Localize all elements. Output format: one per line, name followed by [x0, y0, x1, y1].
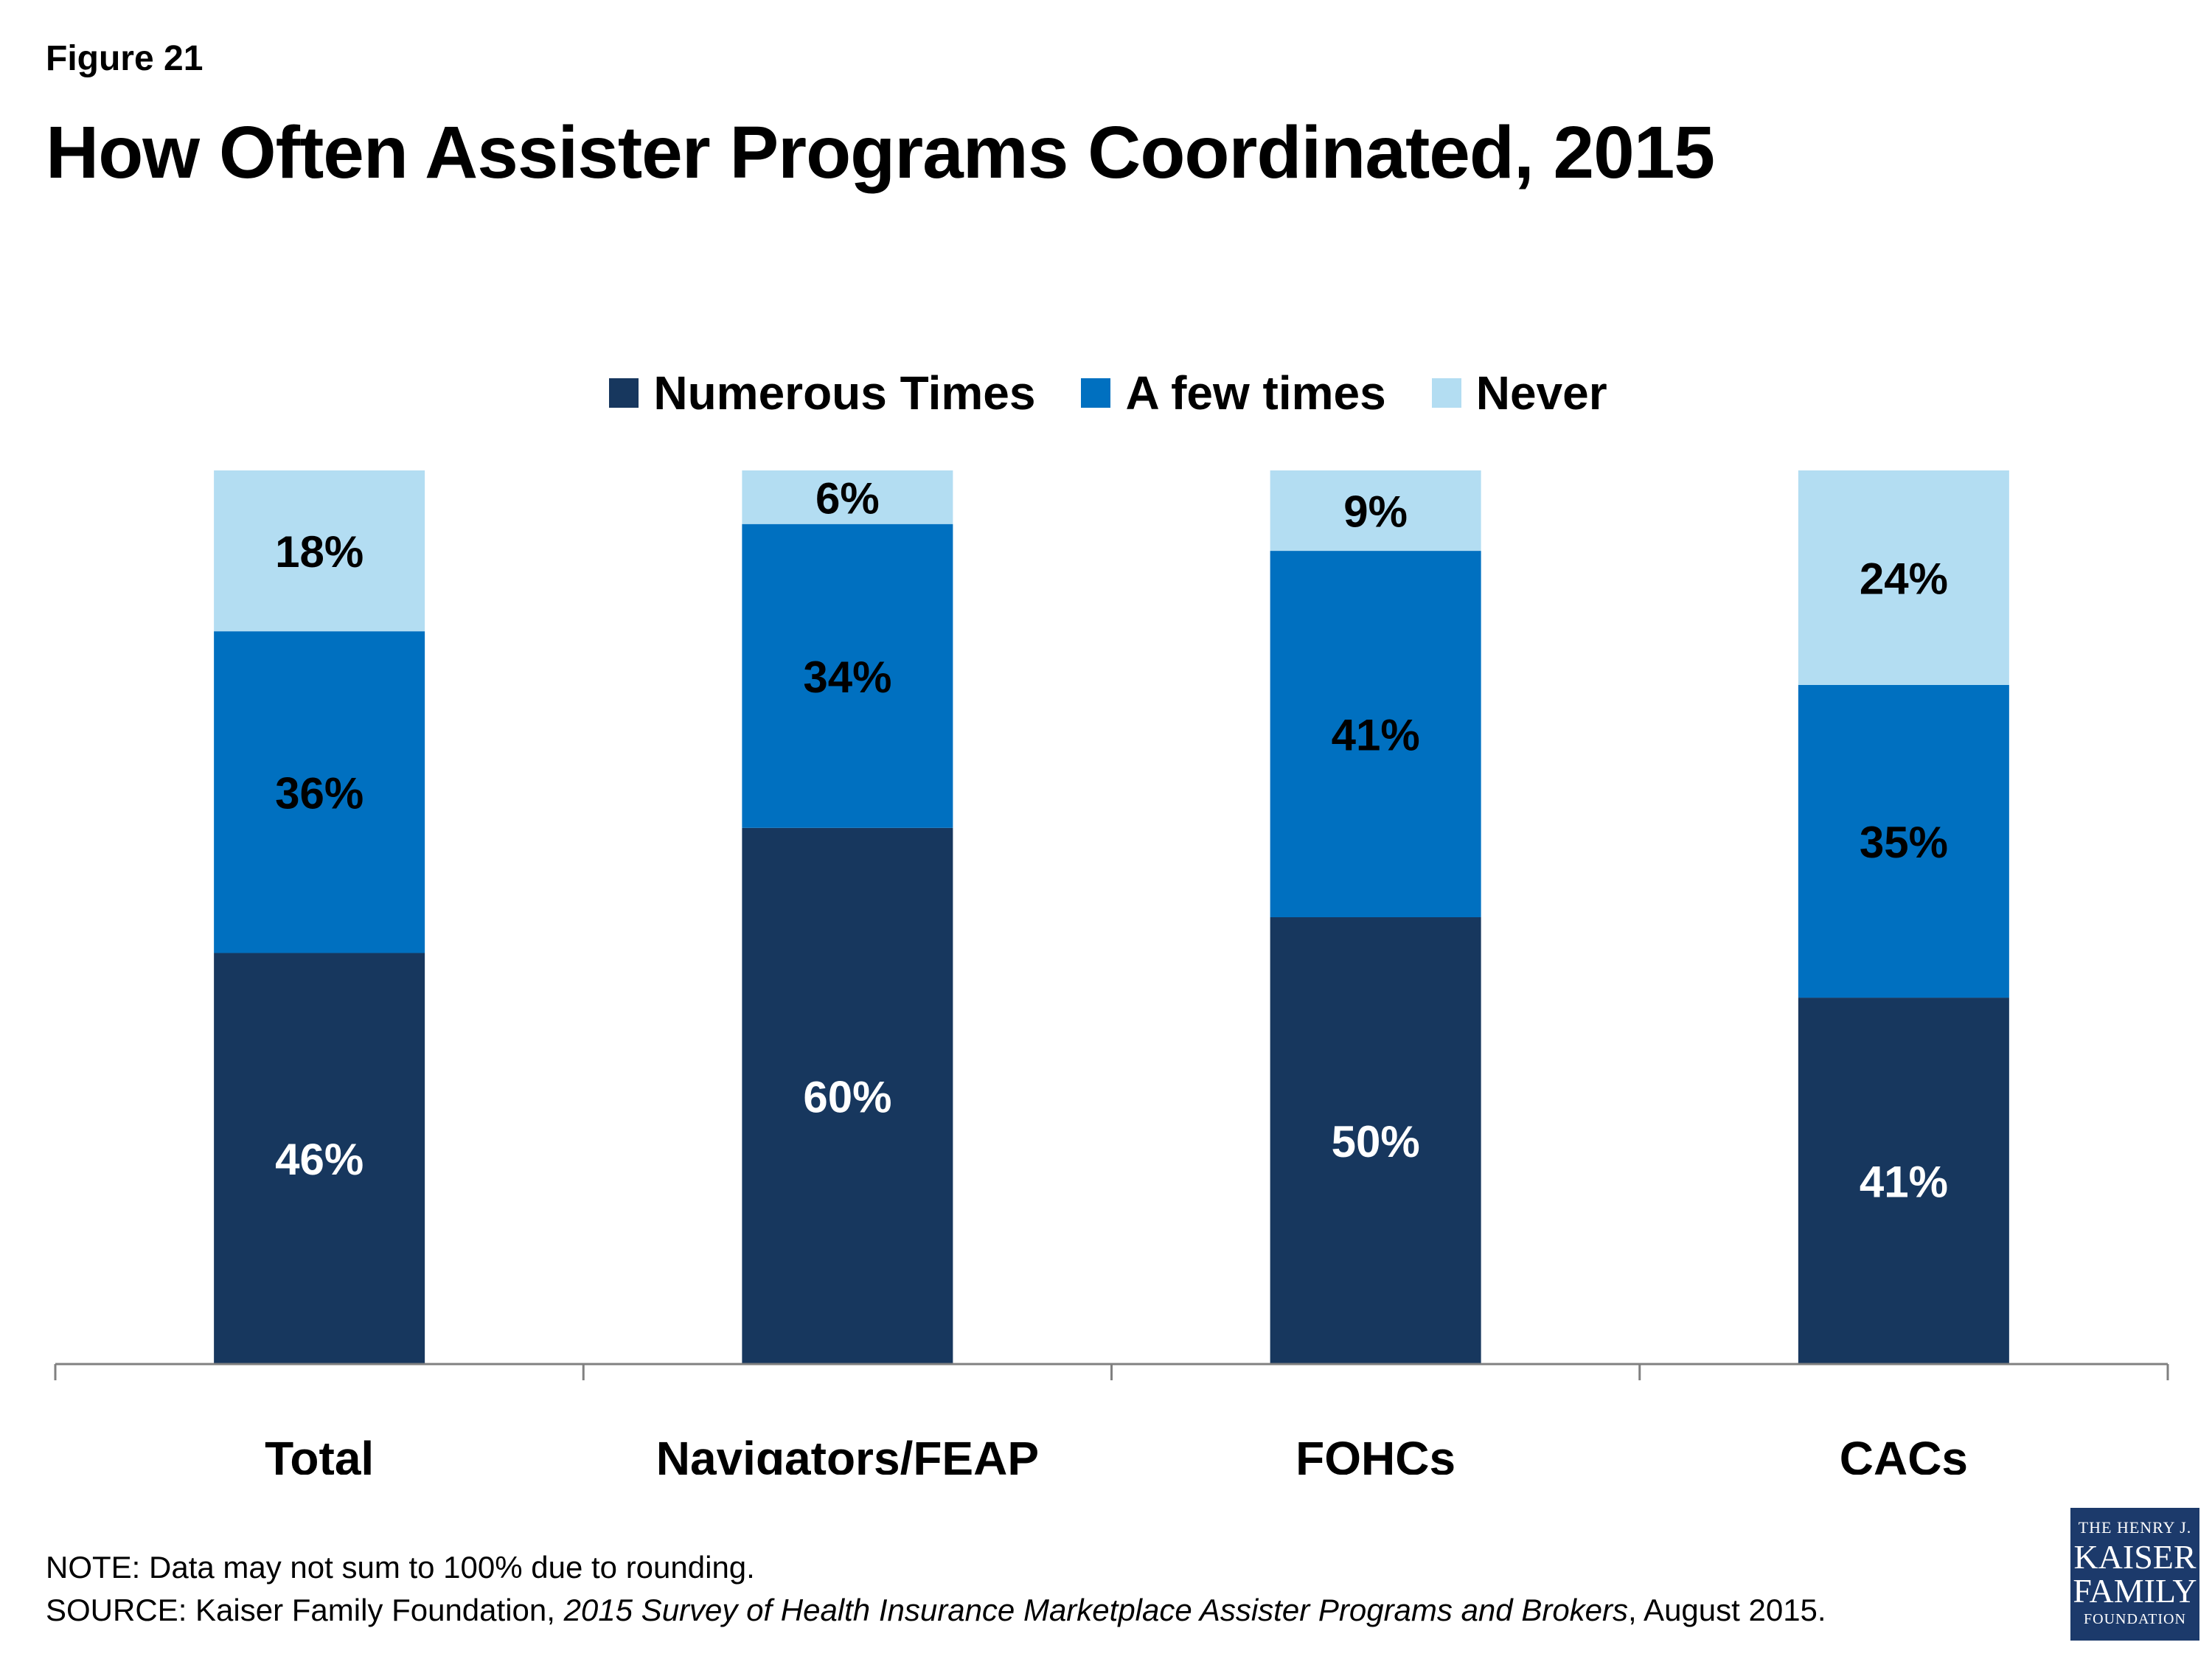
- x-tick-label: Navigators/FEAP: [656, 1432, 1039, 1475]
- data-label-fqhcs-s2: 9%: [1343, 487, 1408, 537]
- data-label-navigators-feap-s1: 34%: [803, 653, 891, 702]
- logo-line-3: FAMILY: [2073, 1572, 2197, 1610]
- bar-segment-cacs-s2: [1798, 470, 2009, 685]
- bar-segment-fqhcs-s0: [1270, 917, 1481, 1364]
- legend-swatch-never: [1431, 378, 1461, 408]
- data-label-total-s1: 36%: [275, 768, 364, 818]
- legend: Numerous Times A few times Never: [0, 360, 2212, 426]
- legend-swatch-few: [1081, 378, 1111, 408]
- source-suffix: , August 2015.: [1628, 1593, 1826, 1627]
- footer-source: SOURCE: Kaiser Family Foundation, 2015 S…: [46, 1593, 1826, 1628]
- bar-segment-total-s2: [214, 470, 425, 632]
- bar-segment-total-s1: [214, 631, 425, 953]
- logo-line-4: FOUNDATION: [2084, 1611, 2186, 1627]
- data-label-fqhcs-s0: 50%: [1332, 1117, 1420, 1166]
- source-title: 2015 Survey of Health Insurance Marketpl…: [563, 1593, 1629, 1627]
- data-label-cacs-s2: 24%: [1860, 554, 1948, 603]
- legend-label-never: Never: [1475, 366, 1607, 420]
- x-tick-label: Total: [265, 1432, 374, 1475]
- figure-label: Figure 21: [46, 39, 204, 78]
- bar-segment-navigators-feap-s1: [742, 524, 953, 828]
- bar-segment-total-s0: [214, 953, 425, 1364]
- bar-segment-fqhcs-s1: [1270, 551, 1481, 917]
- bar-segment-navigators-feap-s2: [742, 470, 953, 524]
- legend-label-numerous: Numerous Times: [653, 366, 1036, 420]
- data-label-navigators-feap-s0: 60%: [803, 1072, 891, 1121]
- x-tick-label: CACs: [1840, 1432, 1968, 1475]
- data-label-navigators-feap-s2: 6%: [815, 473, 880, 523]
- data-label-cacs-s0: 41%: [1860, 1158, 1948, 1207]
- kff-logo: THE HENRY J. KAISER FAMILY FOUNDATION: [2070, 1508, 2199, 1641]
- legend-label-few: A few times: [1125, 366, 1386, 420]
- logo-line-1: THE HENRY J.: [2078, 1518, 2192, 1537]
- source-prefix: SOURCE: Kaiser Family Foundation,: [46, 1593, 564, 1627]
- chart-title: How Often Assister Programs Coordinated,…: [46, 111, 1715, 194]
- legend-item-never: Never: [1431, 366, 1607, 420]
- x-tick-label: FQHCs: [1295, 1432, 1455, 1475]
- bar-segment-navigators-feap-s0: [742, 827, 953, 1364]
- bar-segment-fqhcs-s2: [1270, 470, 1481, 552]
- bar-segment-cacs-s1: [1798, 684, 2009, 998]
- data-label-fqhcs-s1: 41%: [1332, 711, 1420, 760]
- logo-line-2: KAISER: [2073, 1538, 2197, 1576]
- legend-item-numerous: Numerous Times: [609, 366, 1035, 420]
- bar-segment-cacs-s0: [1798, 998, 2009, 1364]
- legend-item-few: A few times: [1081, 366, 1386, 420]
- legend-swatch-numerous: [609, 378, 639, 408]
- data-label-cacs-s1: 35%: [1860, 818, 1948, 867]
- footer-note: NOTE: Data may not sum to 100% due to ro…: [46, 1550, 755, 1585]
- stacked-bar-chart: 46% 36% 18% Total 60% 34% 6% Navigators/FEAP 50%…: [54, 470, 2169, 1475]
- data-label-total-s2: 18%: [275, 527, 364, 577]
- data-label-total-s0: 46%: [275, 1135, 364, 1184]
